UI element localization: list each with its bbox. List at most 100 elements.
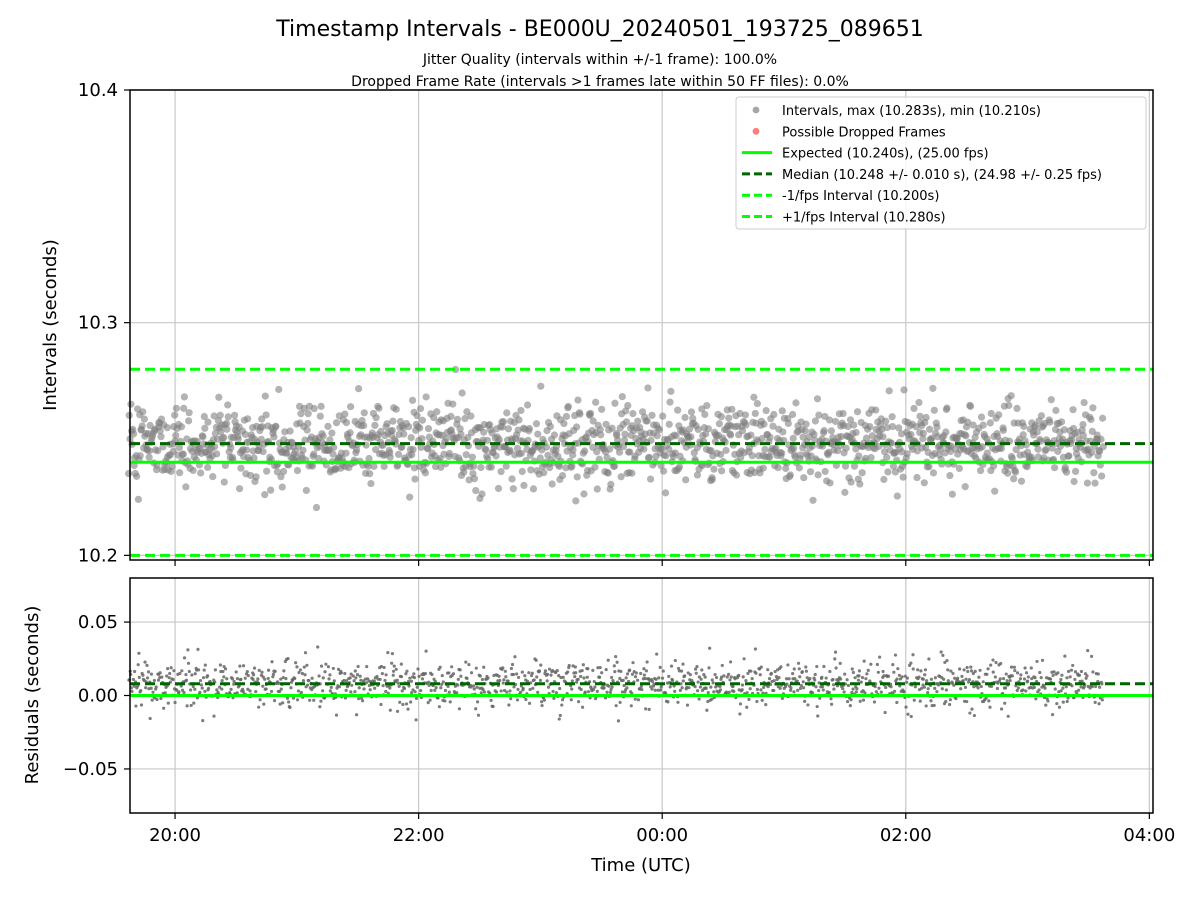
data-point bbox=[831, 417, 840, 426]
data-point bbox=[903, 674, 907, 678]
data-point bbox=[536, 690, 540, 695]
data-point bbox=[546, 422, 554, 431]
data-point bbox=[728, 405, 736, 413]
data-point bbox=[1012, 445, 1020, 454]
data-point bbox=[999, 707, 1004, 711]
data-point bbox=[591, 668, 595, 672]
data-point bbox=[1064, 685, 1068, 689]
data-point bbox=[845, 699, 850, 704]
data-point bbox=[592, 398, 600, 406]
data-point bbox=[201, 719, 205, 723]
data-point bbox=[570, 687, 574, 691]
data-point bbox=[540, 703, 544, 708]
data-point bbox=[769, 422, 777, 430]
data-point bbox=[614, 655, 618, 659]
data-point bbox=[963, 685, 968, 690]
data-point bbox=[542, 698, 547, 702]
data-point bbox=[607, 684, 611, 688]
data-point bbox=[703, 675, 707, 679]
data-point bbox=[547, 667, 552, 671]
data-point bbox=[137, 651, 141, 655]
data-point bbox=[510, 662, 515, 667]
data-point bbox=[693, 471, 702, 479]
data-point bbox=[1050, 464, 1059, 472]
data-point bbox=[628, 668, 632, 672]
data-point bbox=[568, 462, 576, 470]
data-point bbox=[478, 674, 482, 678]
data-point bbox=[707, 666, 711, 670]
data-point bbox=[832, 683, 836, 687]
data-point bbox=[954, 696, 958, 701]
data-point bbox=[940, 687, 944, 691]
data-point bbox=[888, 422, 897, 431]
data-point bbox=[726, 672, 731, 677]
data-point bbox=[542, 443, 551, 451]
data-point bbox=[206, 674, 210, 678]
data-point bbox=[234, 435, 242, 443]
data-point bbox=[145, 676, 150, 680]
data-point bbox=[482, 690, 487, 694]
data-point bbox=[749, 669, 753, 673]
data-point bbox=[695, 664, 699, 669]
data-point bbox=[792, 667, 796, 671]
data-point bbox=[1093, 700, 1097, 705]
data-point bbox=[985, 672, 989, 676]
data-point bbox=[257, 668, 261, 672]
data-point bbox=[675, 463, 684, 471]
data-point bbox=[1057, 418, 1066, 426]
data-point bbox=[406, 493, 414, 501]
data-point bbox=[851, 670, 855, 675]
data-point bbox=[422, 393, 430, 401]
data-point bbox=[621, 678, 625, 682]
data-point bbox=[1019, 673, 1023, 677]
data-point bbox=[434, 686, 438, 690]
data-point bbox=[304, 410, 312, 418]
data-point bbox=[443, 699, 447, 703]
data-point bbox=[266, 676, 270, 681]
data-point bbox=[956, 676, 960, 680]
data-point bbox=[296, 689, 301, 693]
data-point bbox=[924, 704, 928, 708]
data-point bbox=[375, 404, 383, 412]
data-point bbox=[552, 696, 556, 700]
data-point bbox=[286, 427, 294, 435]
data-point bbox=[917, 675, 921, 679]
data-point bbox=[476, 713, 481, 717]
data-point bbox=[741, 411, 750, 419]
data-point bbox=[1029, 666, 1033, 670]
data-point bbox=[711, 681, 715, 685]
data-point bbox=[1079, 669, 1084, 674]
data-point bbox=[167, 676, 171, 680]
data-point bbox=[984, 696, 988, 700]
data-point bbox=[305, 663, 309, 667]
data-point bbox=[943, 404, 951, 412]
data-point bbox=[132, 684, 136, 688]
data-point bbox=[1066, 696, 1070, 700]
data-point bbox=[1071, 663, 1075, 668]
data-point bbox=[349, 672, 353, 676]
data-point bbox=[139, 703, 144, 707]
data-point bbox=[456, 425, 464, 433]
data-point bbox=[186, 661, 191, 665]
data-point bbox=[430, 413, 438, 422]
data-point bbox=[401, 702, 405, 707]
data-point bbox=[995, 686, 999, 691]
data-point bbox=[1008, 454, 1016, 462]
data-point bbox=[811, 436, 819, 444]
data-point bbox=[629, 704, 633, 708]
data-point bbox=[814, 471, 822, 479]
data-point bbox=[289, 686, 293, 690]
data-point bbox=[857, 669, 862, 673]
data-point bbox=[727, 690, 731, 694]
data-point bbox=[976, 686, 980, 690]
data-point bbox=[833, 650, 838, 654]
data-point bbox=[615, 660, 619, 664]
data-point bbox=[669, 664, 674, 668]
data-point bbox=[529, 485, 538, 493]
data-point bbox=[295, 665, 299, 669]
data-point bbox=[509, 666, 514, 671]
data-point bbox=[678, 688, 682, 692]
data-point bbox=[955, 464, 963, 473]
data-point bbox=[550, 431, 559, 439]
data-point bbox=[595, 689, 599, 693]
